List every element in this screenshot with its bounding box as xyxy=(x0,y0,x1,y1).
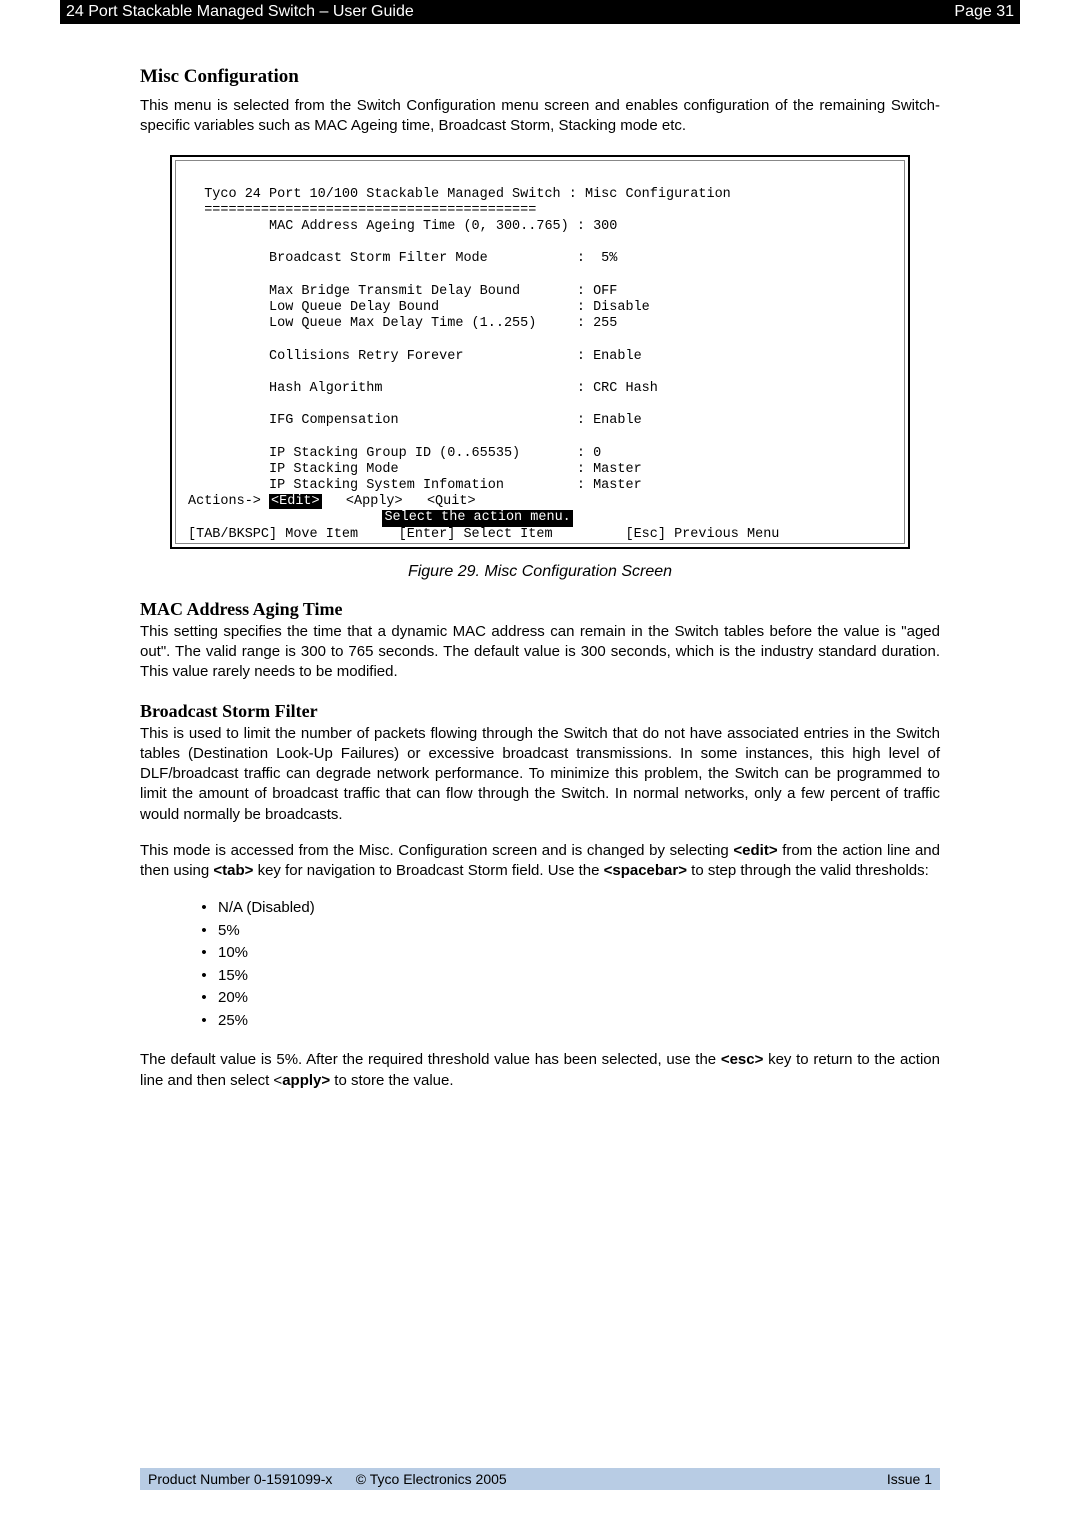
footer-product: Product Number 0-1591099-x xyxy=(148,1471,332,1487)
bs-p3-apply: apply> xyxy=(282,1072,330,1089)
broadcast-storm-para3: The default value is 5%. After the requi… xyxy=(140,1050,940,1091)
mac-aging-para: This setting specifies the time that a d… xyxy=(140,622,940,683)
bs-p2-prefix: This mode is accessed from the Misc. Con… xyxy=(140,842,733,859)
mac-aging-heading: MAC Address Aging Time xyxy=(140,599,940,620)
bs-p3-prefix: The default value is 5%. After the requi… xyxy=(140,1051,721,1068)
page-header: 24 Port Stackable Managed Switch – User … xyxy=(60,0,1020,24)
list-item: 15% xyxy=(190,965,940,988)
header-right: Page 31 xyxy=(954,3,1014,21)
header-left: 24 Port Stackable Managed Switch – User … xyxy=(66,3,414,21)
list-item: N/A (Disabled) xyxy=(190,897,940,920)
list-item: 25% xyxy=(190,1010,940,1033)
list-item: 10% xyxy=(190,942,940,965)
bs-p2-edit: <edit> xyxy=(733,842,777,859)
broadcast-storm-heading: Broadcast Storm Filter xyxy=(140,701,940,722)
bs-p3-suffix: to store the value. xyxy=(330,1072,453,1089)
terminal-inner: Tyco 24 Port 10/100 Stackable Managed Sw… xyxy=(175,160,905,544)
misc-config-heading: Misc Configuration xyxy=(140,66,940,88)
misc-config-para: This menu is selected from the Switch Co… xyxy=(140,96,940,137)
footer-left: Product Number 0-1591099-x © Tyco Electr… xyxy=(148,1471,507,1487)
main-content: Misc Configuration This menu is selected… xyxy=(0,66,1080,1091)
list-item: 20% xyxy=(190,987,940,1010)
terminal-screenshot: Tyco 24 Port 10/100 Stackable Managed Sw… xyxy=(170,155,910,549)
bs-p2-tab: <tab> xyxy=(213,862,253,879)
bs-p2-suffix: to step through the valid thresholds: xyxy=(687,862,929,879)
broadcast-storm-para2: This mode is accessed from the Misc. Con… xyxy=(140,841,940,882)
threshold-list: N/A (Disabled)5%10%15%20%25% xyxy=(190,897,940,1032)
footer-copyright: © Tyco Electronics 2005 xyxy=(356,1471,507,1487)
bs-p2-spacebar: <spacebar> xyxy=(604,862,687,879)
page-footer: Product Number 0-1591099-x © Tyco Electr… xyxy=(140,1468,940,1490)
footer-right: Issue 1 xyxy=(887,1471,932,1487)
broadcast-storm-para1: This is used to limit the number of pack… xyxy=(140,724,940,825)
bs-p3-esc: <esc> xyxy=(721,1051,764,1068)
bs-p2-mid2: key for navigation to Broadcast Storm fi… xyxy=(253,862,603,879)
list-item: 5% xyxy=(190,920,940,943)
figure-caption: Figure 29. Misc Configuration Screen xyxy=(140,563,940,581)
